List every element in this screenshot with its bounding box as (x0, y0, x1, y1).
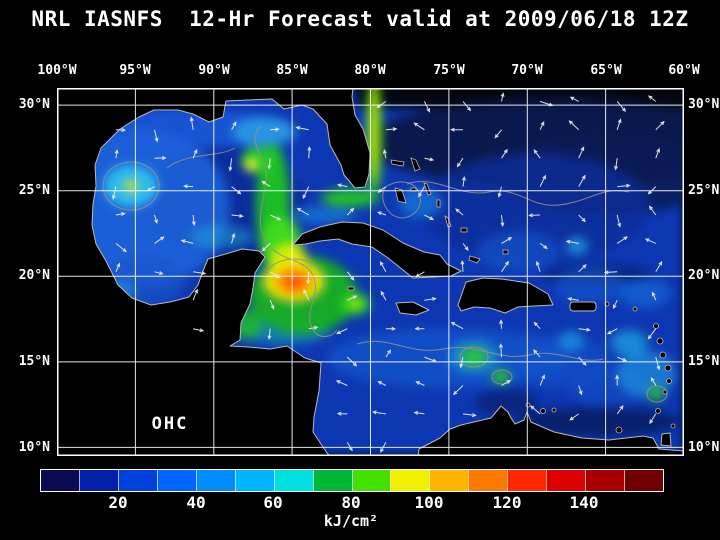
colorbar-segment (78, 470, 118, 491)
colorbar-segment (351, 470, 391, 491)
ohc-overlay-label: OHC (152, 414, 189, 434)
plot-border (57, 88, 684, 456)
lat-tick-label: 25°N (18, 183, 50, 198)
colorbar-segment (156, 470, 196, 491)
colorbar-segment (117, 470, 157, 491)
lon-tick-label: 60°W (668, 63, 700, 78)
colorbar-segment (585, 470, 625, 491)
lat-tick-label: 10°N (18, 440, 50, 455)
land-cuba (292, 221, 462, 279)
land-trinidad (660, 432, 672, 447)
lat-tick-label: 25°N (688, 183, 720, 198)
lat-tick-label: 10°N (688, 440, 720, 455)
colorbar-tick-label: 100 (414, 493, 444, 512)
colorbar-tick-label: 140 (569, 493, 599, 512)
lat-tick-label: 20°N (688, 268, 720, 283)
colorbar-tick-label: 80 (341, 493, 361, 512)
colorbar-segment (41, 470, 79, 491)
figure-title: NRL IASNFS 12-Hr Forecast valid at 2009/… (31, 7, 689, 31)
small-islands (347, 157, 676, 434)
contour-lines (102, 125, 668, 403)
colorbar-tick-label: 40 (186, 493, 206, 512)
lat-tick-label: 15°N (688, 354, 720, 369)
colorbar-tick-label: 120 (492, 493, 522, 512)
colorbar-segment (273, 470, 313, 491)
lon-tick-label: 85°W (276, 63, 308, 78)
lon-tick-label: 90°W (198, 63, 230, 78)
colorbar-segment (234, 470, 274, 491)
lat-tick-label: 20°N (18, 268, 50, 283)
colorbar-segment (546, 470, 586, 491)
current-vector-arrows (111, 92, 665, 453)
lat-tick-label: 30°N (18, 97, 50, 112)
colorbar-segment (507, 470, 547, 491)
lon-tick-label: 100°W (37, 63, 77, 78)
lon-tick-label: 95°W (119, 63, 151, 78)
colorbar-tick-label: 60 (263, 493, 283, 512)
lon-tick-label: 80°W (354, 63, 386, 78)
colorbar-segment (195, 470, 235, 491)
lon-tick-label: 75°W (433, 63, 465, 78)
land-hispaniola (457, 277, 554, 314)
colorbar-tick-label: 20 (108, 493, 128, 512)
colorbar-segment (624, 470, 663, 491)
colorbar-segment (429, 470, 469, 491)
lon-tick-label: 65°W (590, 63, 622, 78)
colorbar-segment (468, 470, 508, 491)
map-plot: OHC (57, 88, 684, 456)
land-puerto-rico (569, 301, 597, 312)
land-jamaica (395, 301, 430, 316)
colorbar-segment (312, 470, 352, 491)
map-canvas: OHC (57, 88, 684, 456)
colorbar-segment (390, 470, 430, 491)
lon-tick-label: 70°W (511, 63, 543, 78)
colorbar (40, 469, 664, 492)
graticule (57, 88, 684, 456)
colorbar-unit-label: kJ/cm² (323, 512, 379, 530)
lat-tick-label: 30°N (688, 97, 720, 112)
lat-tick-label: 15°N (18, 354, 50, 369)
